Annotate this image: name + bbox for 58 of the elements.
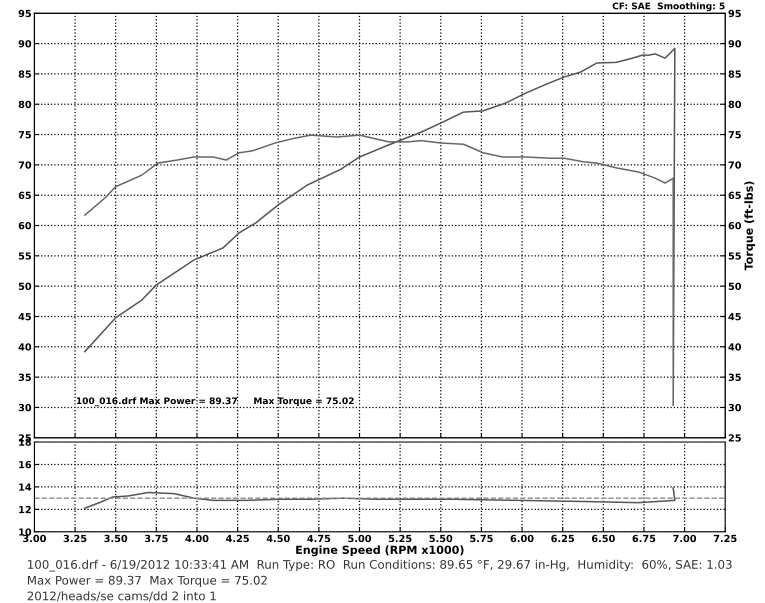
x-tick-label: 4.25 [226, 534, 249, 542]
x-tick-label: 6.50 [592, 534, 615, 542]
y-tick-label: 70 [18, 161, 32, 169]
y-tick-label: 35 [18, 374, 31, 381]
y2-tick-label: 40 [728, 343, 742, 351]
y-tick-label: 16 [19, 460, 32, 468]
y-tick-label: 60 [18, 222, 32, 230]
y-tick-label: 10 [19, 528, 32, 536]
y-tick-label: 12 [19, 506, 31, 514]
y-tick-label: 45 [18, 313, 31, 320]
y2-tick-label: 80 [728, 100, 742, 108]
x-tick-label: 6.25 [551, 534, 574, 542]
x-tick-label: 5.50 [430, 534, 452, 542]
y-tick-label: 75 [18, 131, 31, 138]
x-tick-label: 4.75 [307, 534, 330, 542]
y-tick-label: 90 [18, 40, 32, 48]
y-tick-label: 40 [18, 343, 32, 351]
y-tick-label: 30 [18, 404, 32, 412]
y-tick-label: 85 [18, 70, 31, 78]
y2-tick-label: 90 [728, 40, 742, 48]
x-tick-label: 3.50 [104, 534, 128, 542]
x-tick-label: 3.25 [64, 534, 86, 542]
y-tick-label: 95 [18, 10, 31, 18]
text: 2012/heads/se cams/dd 2 into 1 [28, 591, 216, 602]
x-tick-label: 5.75 [470, 534, 493, 542]
y2-tick-label: 60 [728, 222, 742, 230]
x-tick-label: 3.75 [144, 534, 168, 542]
x-tick-label: 4.50 [266, 534, 290, 542]
y2-tick-label: 85 [728, 70, 741, 78]
x-tick-label: 4.00 [185, 534, 208, 542]
y2-tick-label: 45 [728, 313, 741, 320]
y2-tick-label: 75 [728, 131, 741, 138]
x-tick-label: 5.25 [388, 534, 412, 542]
x-axis-title: Engine Speed (RPM x1000) [296, 545, 464, 556]
text: CF: SAE Smoothing: 5 [612, 2, 725, 12]
text: 100_016.drf - 6/19/2012 10:33:41 AM Run Type: RO Run Conditions: 89.65 °F, 29.67 in-Hg, Humidity: 60%, SAE: 1.03 [28, 560, 732, 572]
y2-tick-label: 35 [728, 374, 741, 381]
y-tick-label: 65 [18, 192, 31, 200]
y2-tick-label: 50 [728, 282, 742, 290]
x-tick-label: 7.00 [673, 534, 696, 542]
x-tick-label: 3.00 [23, 534, 46, 542]
y-tick-label: 50 [18, 282, 32, 290]
y2-tick-label: 25 [728, 434, 741, 442]
y-tick-label: 80 [18, 100, 32, 108]
y-tick-label: 14 [19, 484, 32, 491]
x-tick-label: 6.00 [510, 534, 534, 542]
y2-axis-title: Torque (ft-lbs) [744, 182, 756, 270]
y2-tick-label: 95 [728, 10, 741, 18]
annotation: 100_016.drf Max Power = 89.37 Max Torque = 75.02 [76, 397, 354, 406]
y2-tick-label: 55 [728, 252, 741, 260]
y2-tick-label: 70 [728, 161, 742, 169]
x-tick-label: 7.25 [714, 534, 737, 542]
x-tick-label: 6.75 [632, 534, 656, 542]
y2-tick-label: 65 [728, 192, 741, 200]
y-tick-label: 55 [18, 252, 31, 260]
x-tick-label: 5.00 [348, 534, 372, 542]
text: Max Power = 89.37 Max Torque = 75.02 [28, 576, 267, 588]
y2-tick-label: 30 [728, 404, 742, 412]
